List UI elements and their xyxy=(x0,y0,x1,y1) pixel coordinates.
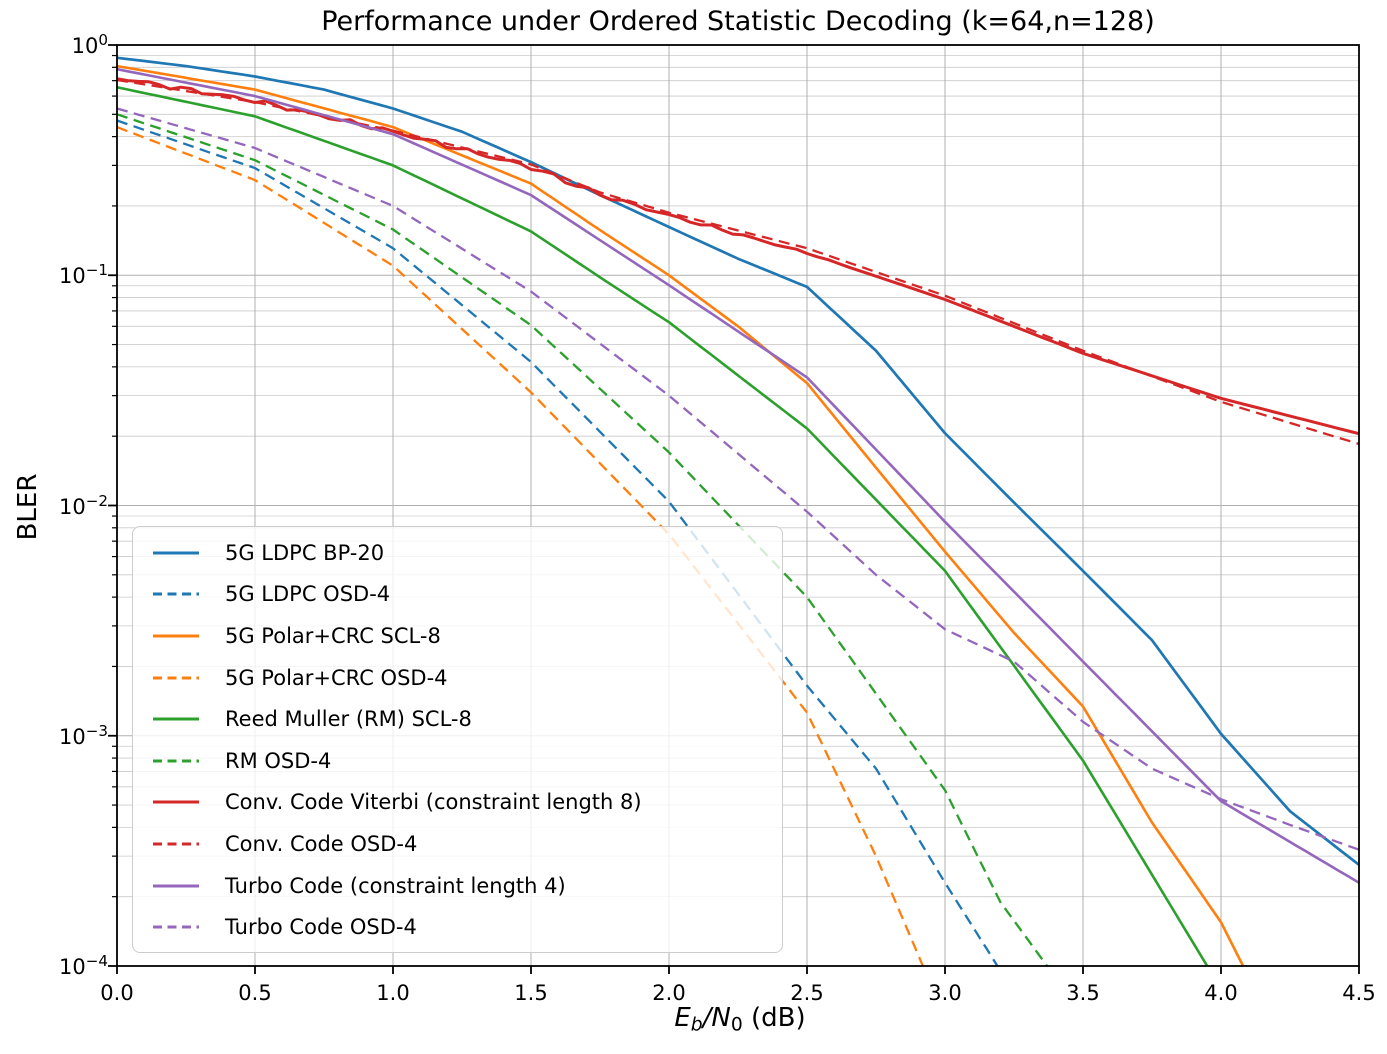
x-axis-label-part: / xyxy=(702,1003,712,1033)
y-tick-label: 10−2 xyxy=(58,491,108,519)
y-tick-label: 10−4 xyxy=(58,952,108,979)
legend-swatch-solid-line-icon xyxy=(153,551,199,555)
legend-item-rm-osd: RM OSD-4 xyxy=(133,740,782,782)
y-tick-label: 10−1 xyxy=(58,261,108,289)
x-tick-label: 3.0 xyxy=(928,981,962,1005)
legend-swatch-dashed-line-icon xyxy=(153,676,199,680)
series-curves xyxy=(117,56,1359,966)
legend-item-label: Turbo Code (constraint length 4) xyxy=(225,873,566,898)
x-tick-label: 1.0 xyxy=(376,981,410,1005)
legend-item-label: 5G LDPC OSD-4 xyxy=(225,582,391,607)
x-tick-label: 0.5 xyxy=(238,981,272,1005)
legend-item-label: 5G Polar+CRC OSD-4 xyxy=(225,665,448,690)
legend: 5G LDPC BP-20 5G LDPC OSD-4 5G Polar+CRC S… xyxy=(132,526,783,953)
tick-marks xyxy=(108,44,1360,974)
legend-item-ldpc-osd: 5G LDPC OSD-4 xyxy=(133,574,782,616)
x-axis-label-part: (dB) xyxy=(742,1003,806,1033)
curve-ldpc-bp xyxy=(117,56,1359,866)
y-tick-label: 10−3 xyxy=(58,721,108,749)
legend-item-label: RM OSD-4 xyxy=(225,748,332,773)
legend-item-polar-osd: 5G Polar+CRC OSD-4 xyxy=(133,657,782,699)
curve-rm-osd xyxy=(117,113,1049,966)
legend-swatch-solid-line-icon xyxy=(153,800,199,804)
y-tick-label: 100 xyxy=(71,31,108,58)
x-tick-label: 0.0 xyxy=(100,981,134,1005)
x-tick-label: 3.5 xyxy=(1066,981,1100,1005)
curve-polar-scl xyxy=(117,64,1245,966)
x-axis-label-part: 0 xyxy=(730,1014,743,1036)
x-tick-label: 2.5 xyxy=(790,981,824,1005)
curve-rm-scl xyxy=(117,86,1209,966)
legend-swatch-dashed-line-icon xyxy=(153,592,199,596)
x-axis-label-part: E xyxy=(674,1003,691,1033)
legend-item-label: Conv. Code OSD-4 xyxy=(225,831,418,856)
x-tick-label: 4.0 xyxy=(1204,981,1238,1005)
legend-item-label: 5G LDPC BP-20 xyxy=(225,540,385,565)
curve-ldpc-osd xyxy=(117,119,999,966)
legend-item-ldpc-bp: 5G LDPC BP-20 xyxy=(133,532,782,574)
legend-item-polar-scl: 5G Polar+CRC SCL-8 xyxy=(133,615,782,657)
x-axis-label-part: N xyxy=(711,1003,731,1033)
x-axis-label-part: b xyxy=(690,1014,703,1036)
legend-item-turbo: Turbo Code (constraint length 4) xyxy=(133,865,782,907)
curve-turbo-osd xyxy=(117,107,1359,851)
x-tick-label: 1.5 xyxy=(514,981,548,1005)
legend-item-rm-scl: Reed Muller (RM) SCL-8 xyxy=(133,698,782,740)
legend-swatch-solid-line-icon xyxy=(153,717,199,721)
legend-item-label: Reed Muller (RM) SCL-8 xyxy=(225,707,472,732)
legend-swatch-dashed-line-icon xyxy=(153,759,199,763)
legend-item-turbo-osd: Turbo Code OSD-4 xyxy=(133,906,782,948)
chart-title: Performance under Ordered Statistic Deco… xyxy=(321,6,1155,37)
x-tick-label: 2.0 xyxy=(652,981,686,1005)
legend-swatch-dashed-line-icon xyxy=(153,842,199,846)
legend-item-label: Turbo Code OSD-4 xyxy=(225,915,417,940)
legend-swatch-solid-line-icon xyxy=(153,884,199,888)
legend-item-cc-osd: Conv. Code OSD-4 xyxy=(133,823,782,865)
legend-item-label: Conv. Code Viterbi (constraint length 8) xyxy=(225,790,642,815)
x-axis-label: Eb/N0 (dB) xyxy=(674,1003,805,1036)
curve-turbo xyxy=(117,67,1359,884)
curve-cc-viterbi xyxy=(117,77,1359,436)
legend-item-label: 5G Polar+CRC SCL-8 xyxy=(225,623,441,648)
legend-swatch-solid-line-icon xyxy=(153,634,199,638)
x-tick-label: 4.5 xyxy=(1342,981,1376,1005)
legend-item-cc-viterbi: Conv. Code Viterbi (constraint length 8) xyxy=(133,782,782,824)
legend-swatch-dashed-line-icon xyxy=(153,925,199,929)
